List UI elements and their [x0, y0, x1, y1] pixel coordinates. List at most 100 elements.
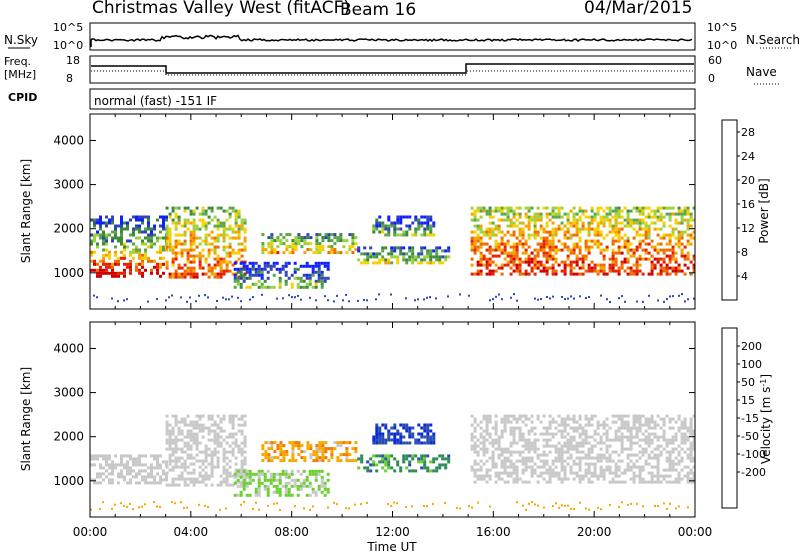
- data-cell: [257, 475, 261, 479]
- data-cell: [402, 426, 406, 430]
- data-cell: [497, 456, 501, 460]
- data-cell: [381, 258, 385, 262]
- data-cell: [375, 218, 379, 222]
- data-cell: [557, 471, 561, 475]
- clutter-cell: [204, 294, 206, 297]
- data-cell: [267, 245, 271, 249]
- data-cell: [563, 245, 567, 249]
- data-cell: [527, 215, 531, 219]
- data-cell: [671, 254, 675, 258]
- data-cell: [174, 417, 178, 421]
- data-cell: [617, 272, 621, 276]
- data-cell: [441, 261, 445, 265]
- data-cell: [560, 423, 564, 427]
- data-cell: [411, 261, 415, 265]
- data-cell: [620, 236, 624, 240]
- data-cell: [629, 426, 633, 430]
- data-cell: [554, 432, 558, 436]
- data-cell: [635, 465, 639, 469]
- data-cell: [569, 272, 573, 276]
- data-cell: [482, 209, 486, 213]
- data-cell: [345, 239, 349, 243]
- data-cell: [557, 423, 561, 427]
- data-cell: [686, 218, 690, 222]
- data-cell: [563, 269, 567, 273]
- data-cell: [668, 474, 672, 478]
- data-cell: [192, 480, 196, 484]
- data-cell: [488, 477, 492, 481]
- data-cell: [183, 230, 187, 234]
- data-cell: [521, 245, 525, 249]
- data-cell: [204, 459, 208, 463]
- data-cell: [533, 212, 537, 216]
- clutter-cell: [405, 297, 407, 300]
- data-cell: [231, 251, 235, 255]
- data-cell: [192, 432, 196, 436]
- clutter-cell: [606, 298, 608, 301]
- data-cell: [204, 465, 208, 469]
- clutter-cell: [396, 502, 398, 505]
- data-cell: [545, 212, 549, 216]
- data-cell: [225, 471, 229, 475]
- data-cell: [114, 274, 117, 278]
- data-cell: [390, 466, 394, 470]
- data-cell: [372, 454, 376, 458]
- data-cell: [548, 257, 552, 261]
- data-cell: [617, 266, 621, 270]
- data-cell: [207, 275, 211, 279]
- data-cell: [647, 230, 651, 234]
- data-cell: [138, 481, 141, 485]
- data-cell: [611, 438, 615, 442]
- data-cell: [381, 441, 385, 445]
- clutter-cell: [249, 298, 251, 301]
- data-cell: [671, 233, 675, 237]
- data-cell: [183, 248, 187, 252]
- data-cell: [650, 254, 654, 258]
- data-cell: [476, 209, 480, 213]
- data-cell: [677, 212, 681, 216]
- data-cell: [204, 236, 208, 240]
- data-cell: [563, 474, 567, 478]
- data-cell: [444, 457, 448, 461]
- data-cell: [165, 206, 169, 210]
- data-cell: [308, 493, 312, 497]
- data-cell: [545, 438, 549, 442]
- data-cell: [530, 414, 534, 418]
- data-cell: [662, 474, 666, 478]
- data-cell: [593, 474, 597, 478]
- data-cell: [581, 263, 585, 267]
- data-cell: [399, 218, 403, 222]
- data-cell: [309, 242, 313, 246]
- clutter-cell: [435, 297, 437, 300]
- data-cell: [674, 212, 678, 216]
- data-cell: [257, 478, 261, 482]
- data-cell: [174, 447, 178, 451]
- data-cell: [605, 417, 609, 421]
- data-cell: [506, 456, 510, 460]
- data-cell: [317, 267, 321, 271]
- data-cell: [476, 236, 480, 240]
- data-cell: [602, 456, 606, 460]
- data-cell: [210, 423, 214, 427]
- data-cell: [683, 218, 687, 222]
- data-cell: [494, 474, 498, 478]
- data-cell: [674, 456, 678, 460]
- data-cell: [548, 465, 552, 469]
- data-cell: [183, 420, 187, 424]
- data-cell: [500, 417, 504, 421]
- data-cell: [686, 254, 690, 258]
- data-cell: [165, 432, 169, 436]
- data-cell: [500, 251, 504, 255]
- data-cell: [242, 481, 246, 485]
- data-cell: [269, 285, 273, 289]
- data-cell: [384, 227, 388, 231]
- data-cell: [438, 463, 442, 467]
- data-cell: [153, 481, 156, 485]
- data-cell: [135, 463, 138, 467]
- data-cell: [647, 444, 651, 448]
- data-cell: [96, 233, 99, 237]
- data-cell: [632, 236, 636, 240]
- data-cell: [692, 429, 695, 433]
- data-cell: [554, 471, 558, 475]
- data-cell: [581, 450, 585, 454]
